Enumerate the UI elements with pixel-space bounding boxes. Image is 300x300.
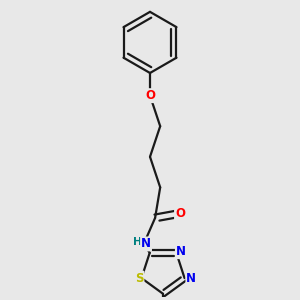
Text: N: N xyxy=(141,237,151,250)
Text: O: O xyxy=(175,207,185,220)
Text: N: N xyxy=(186,272,197,285)
Text: N: N xyxy=(176,245,186,258)
Text: O: O xyxy=(145,89,155,102)
Text: S: S xyxy=(135,272,143,285)
Text: H: H xyxy=(133,237,141,247)
